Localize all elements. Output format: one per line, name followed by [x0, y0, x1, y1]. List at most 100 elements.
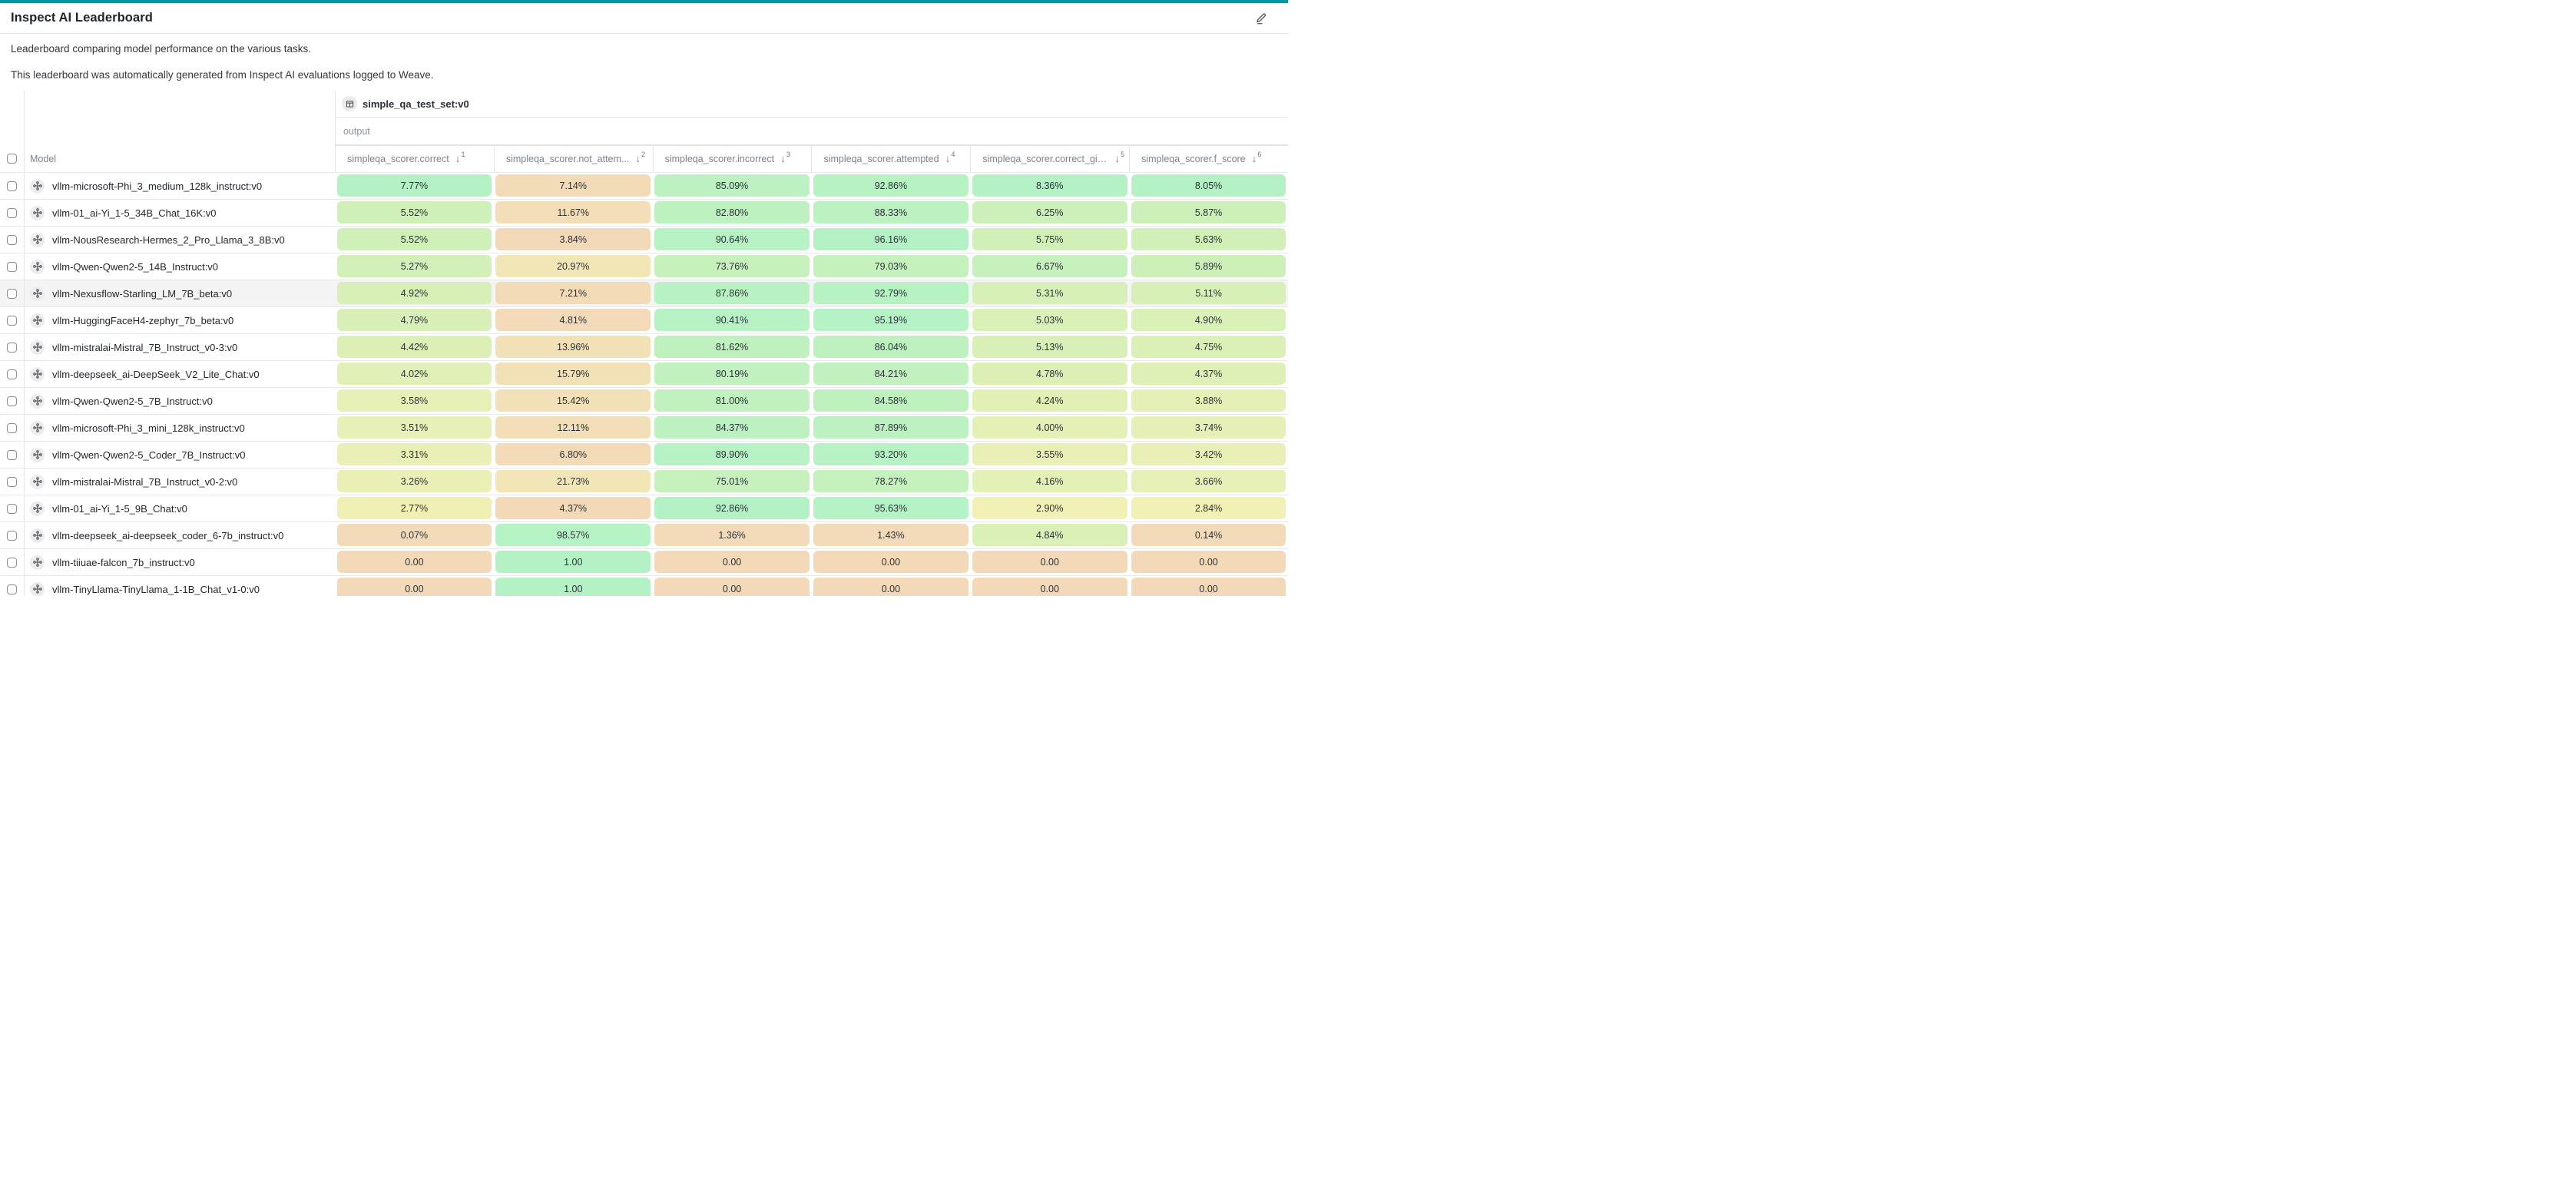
metric-value-pill[interactable]: 7.77%: [336, 174, 492, 197]
metric-value-pill[interactable]: 93.20%: [813, 443, 968, 465]
metric-value-pill[interactable]: 15.79%: [495, 363, 651, 385]
metric-value-pill[interactable]: 4.79%: [336, 309, 492, 331]
model-cell[interactable]: vllm-microsoft-Phi_3_medium_128k_instruc…: [25, 173, 335, 199]
metric-value-pill[interactable]: 6.67%: [972, 255, 1127, 277]
metric-value-pill[interactable]: 73.76%: [654, 255, 810, 277]
metric-value-pill[interactable]: 2.77%: [336, 497, 492, 519]
metric-column-header[interactable]: simpleqa_scorer.attempted ↓ 4: [811, 145, 971, 172]
metric-value-pill[interactable]: 5.03%: [972, 309, 1127, 331]
model-cell[interactable]: vllm-deepseek_ai-deepseek_coder_6-7b_ins…: [25, 522, 335, 548]
metric-value-pill[interactable]: 3.55%: [972, 443, 1127, 465]
metric-value-pill[interactable]: 0.00: [654, 578, 810, 596]
metric-value-pill[interactable]: 11.67%: [495, 201, 651, 224]
metric-value-pill[interactable]: 4.81%: [495, 309, 651, 331]
row-checkbox[interactable]: [7, 396, 17, 406]
metric-value-pill[interactable]: 0.00: [336, 551, 492, 573]
metric-value-pill[interactable]: 4.92%: [336, 282, 492, 304]
metric-value-pill[interactable]: 1.43%: [813, 524, 968, 546]
model-cell[interactable]: vllm-microsoft-Phi_3_mini_128k_instruct:…: [25, 415, 335, 441]
sort-indicator[interactable]: ↓ 2: [635, 151, 645, 164]
dataset-group-header[interactable]: simple_qa_test_set:v0: [335, 91, 1288, 118]
metric-value-pill[interactable]: 75.01%: [654, 470, 810, 492]
row-checkbox[interactable]: [7, 449, 17, 460]
metric-value-pill[interactable]: 0.00: [336, 578, 492, 596]
metric-value-pill[interactable]: 5.13%: [972, 336, 1127, 358]
metric-value-pill[interactable]: 84.37%: [654, 416, 810, 439]
row-checkbox[interactable]: [7, 342, 17, 353]
metric-value-pill[interactable]: 20.97%: [495, 255, 651, 277]
metric-value-pill[interactable]: 0.07%: [336, 524, 492, 546]
model-cell[interactable]: vllm-mistralai-Mistral_7B_Instruct_v0-3:…: [25, 334, 335, 360]
metric-value-pill[interactable]: 90.64%: [654, 228, 810, 250]
metric-value-pill[interactable]: 4.37%: [1131, 363, 1286, 385]
metric-column-header[interactable]: simpleqa_scorer.f_score ↓ 6: [1129, 145, 1288, 172]
metric-value-pill[interactable]: 3.84%: [495, 228, 651, 250]
metric-value-pill[interactable]: 7.21%: [495, 282, 651, 304]
metric-value-pill[interactable]: 5.75%: [972, 228, 1127, 250]
metric-value-pill[interactable]: 85.09%: [654, 174, 810, 197]
sort-indicator[interactable]: ↓ 3: [780, 151, 790, 164]
metric-column-header[interactable]: simpleqa_scorer.incorrect ↓ 3: [652, 145, 812, 172]
row-checkbox[interactable]: [7, 476, 17, 487]
metric-value-pill[interactable]: 5.89%: [1131, 255, 1286, 277]
metric-value-pill[interactable]: 5.52%: [336, 201, 492, 224]
metric-value-pill[interactable]: 78.27%: [813, 470, 968, 492]
select-all-checkbox[interactable]: [7, 154, 17, 164]
row-checkbox[interactable]: [7, 234, 17, 245]
metric-value-pill[interactable]: 96.16%: [813, 228, 968, 250]
metric-value-pill[interactable]: 80.19%: [654, 363, 810, 385]
model-cell[interactable]: vllm-HuggingFaceH4-zephyr_7b_beta:v0: [25, 307, 335, 333]
metric-value-pill[interactable]: 13.96%: [495, 336, 651, 358]
metric-value-pill[interactable]: 1.36%: [654, 524, 810, 546]
metric-column-header[interactable]: simpleqa_scorer.correct_giv... ↓ 5: [970, 145, 1130, 172]
metric-value-pill[interactable]: 0.00: [813, 578, 968, 596]
metric-value-pill[interactable]: 84.58%: [813, 389, 968, 412]
metric-value-pill[interactable]: 4.37%: [495, 497, 651, 519]
metric-value-pill[interactable]: 6.25%: [972, 201, 1127, 224]
sort-indicator[interactable]: ↓ 6: [1252, 151, 1262, 164]
metric-value-pill[interactable]: 87.89%: [813, 416, 968, 439]
metric-value-pill[interactable]: 81.00%: [654, 389, 810, 412]
metric-value-pill[interactable]: 98.57%: [495, 524, 651, 546]
metric-value-pill[interactable]: 1.00: [495, 578, 651, 596]
metric-value-pill[interactable]: 3.88%: [1131, 389, 1286, 412]
model-cell[interactable]: vllm-01_ai-Yi_1-5_34B_Chat_16K:v0: [25, 200, 335, 226]
metric-value-pill[interactable]: 12.11%: [495, 416, 651, 439]
metric-value-pill[interactable]: 4.75%: [1131, 336, 1286, 358]
metric-value-pill[interactable]: 0.00: [654, 551, 810, 573]
model-cell[interactable]: vllm-mistralai-Mistral_7B_Instruct_v0-2:…: [25, 469, 335, 495]
metric-value-pill[interactable]: 3.66%: [1131, 470, 1286, 492]
metric-value-pill[interactable]: 0.00: [1131, 551, 1286, 573]
model-cell[interactable]: vllm-tiiuae-falcon_7b_instruct:v0: [25, 549, 335, 575]
metric-value-pill[interactable]: 4.00%: [972, 416, 1127, 439]
metric-value-pill[interactable]: 0.00: [1131, 578, 1286, 596]
edit-button[interactable]: [1251, 8, 1271, 28]
metric-value-pill[interactable]: 5.27%: [336, 255, 492, 277]
metric-value-pill[interactable]: 5.31%: [972, 282, 1127, 304]
metric-value-pill[interactable]: 89.90%: [654, 443, 810, 465]
model-cell[interactable]: vllm-deepseek_ai-DeepSeek_V2_Lite_Chat:v…: [25, 361, 335, 387]
metric-value-pill[interactable]: 0.00: [972, 578, 1127, 596]
model-cell[interactable]: vllm-Qwen-Qwen2-5_14B_Instruct:v0: [25, 253, 335, 280]
metric-value-pill[interactable]: 4.90%: [1131, 309, 1286, 331]
metric-value-pill[interactable]: 6.80%: [495, 443, 651, 465]
metric-value-pill[interactable]: 3.74%: [1131, 416, 1286, 439]
metric-value-pill[interactable]: 3.26%: [336, 470, 492, 492]
row-checkbox[interactable]: [7, 315, 17, 326]
metric-value-pill[interactable]: 0.14%: [1131, 524, 1286, 546]
row-checkbox[interactable]: [7, 557, 17, 568]
metric-value-pill[interactable]: 92.79%: [813, 282, 968, 304]
row-checkbox[interactable]: [7, 530, 17, 541]
model-cell[interactable]: vllm-Qwen-Qwen2-5_Coder_7B_Instruct:v0: [25, 442, 335, 468]
metric-column-header[interactable]: simpleqa_scorer.correct ↓ 1: [335, 145, 494, 172]
metric-column-header[interactable]: simpleqa_scorer.not_attem... ↓ 2: [493, 145, 653, 172]
row-checkbox[interactable]: [7, 180, 17, 191]
model-cell[interactable]: vllm-Qwen-Qwen2-5_7B_Instruct:v0: [25, 388, 335, 414]
metric-value-pill[interactable]: 86.04%: [813, 336, 968, 358]
row-checkbox[interactable]: [7, 261, 17, 272]
row-checkbox[interactable]: [7, 422, 17, 433]
metric-value-pill[interactable]: 8.05%: [1131, 174, 1286, 197]
metric-value-pill[interactable]: 5.63%: [1131, 228, 1286, 250]
metric-value-pill[interactable]: 15.42%: [495, 389, 651, 412]
metric-value-pill[interactable]: 84.21%: [813, 363, 968, 385]
